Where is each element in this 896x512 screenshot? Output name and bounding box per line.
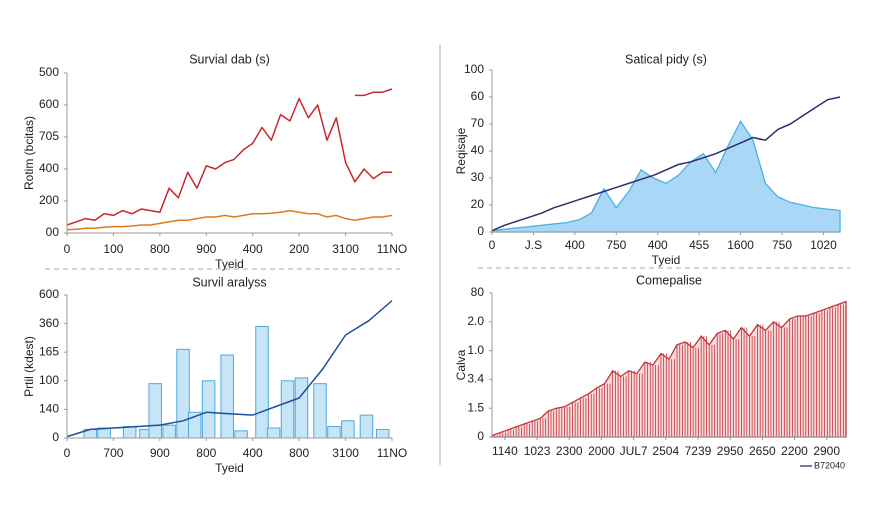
x-tick-label: 11NO [377,446,407,460]
x-tick-label: 200 [289,242,309,256]
x-tick-label: 0 [64,242,71,256]
x-tick-label: 11NO [377,242,407,256]
y-tick-label: 80 [471,285,485,299]
x-tick-label: 1023 [524,444,551,458]
line [66,97,392,226]
y-axis-label: Reqisaje [454,127,468,174]
y-tick-label: 100 [39,373,59,387]
y-tick-label: 0 [477,224,484,238]
x-axis-label: Tyeid [215,257,244,271]
y-tick-label: 1.0 [467,343,484,357]
y-tick-label: 600 [39,287,59,301]
x-tick-label: J.S [525,238,542,252]
bar [294,377,309,439]
x-tick-label: 2650 [749,444,776,458]
area [491,120,841,233]
chart-title: Survial dab (s) [189,52,270,66]
x-tick-label: 2504 [652,444,679,458]
bar [359,414,374,439]
y-tick-label: 20 [471,197,485,211]
x-tick-label: 800 [150,242,170,256]
bar [176,348,190,439]
chart-title: Comepalise [636,273,702,287]
bar [313,383,327,439]
x-tick-label: 2900 [813,444,840,458]
x-tick-label: 750 [772,238,792,252]
y-tick-label: 705 [39,129,59,143]
x-tick-label: 1020 [810,238,837,252]
x-tick-label: 800 [196,446,216,460]
x-tick-label: 900 [196,242,216,256]
bar [220,354,234,439]
x-tick-label: 2200 [781,444,808,458]
y-axis-label: Prtil (kdest) [22,336,36,397]
x-tick-label: 1140 [492,444,518,458]
x-tick-label: 700 [103,446,123,460]
y-tick-label: 40 [471,143,485,157]
y-tick-label: 70 [471,116,485,130]
bar [375,428,390,439]
x-tick-label: 800 [289,446,309,460]
y-tick-label: 200 [39,193,59,207]
x-axis-label: Tyeid [652,253,681,267]
x-tick-label: 400 [565,238,585,252]
x-tick-label: 400 [648,238,668,252]
bar [162,424,176,439]
y-tick-label: 500 [39,65,59,79]
x-tick-label: 2000 [588,444,615,458]
bar [266,427,281,439]
y-tick-label: 30 [471,170,485,184]
bar [201,380,216,439]
x-tick-label: 7239 [685,444,712,458]
y-tick-label: 0 [52,430,59,444]
chart-title: Survil aralyss [192,275,266,289]
y-tick-label: 00 [46,225,60,239]
x-tick-label: JUL7 [620,444,648,458]
y-tick-label: 2.0 [467,314,484,328]
bar [280,380,295,439]
x-tick-label: 750 [606,238,626,252]
x-tick-label: 900 [150,446,170,460]
x-axis-label: Tyeid [215,461,244,475]
x-tick-label: 400 [243,242,263,256]
y-tick-label: 165 [39,344,59,358]
y-tick-label: 600 [39,97,59,111]
y-tick-label: 3.4 [467,372,484,386]
x-tick-label: 0 [489,238,496,252]
y-tick-label: 400 [39,161,59,175]
y-tick-label: 0 [477,429,484,443]
y-axis-label: Rotim (bcitas) [22,116,36,190]
bar [234,430,248,439]
line [491,96,841,232]
line [66,300,393,438]
y-tick-label: 100 [464,62,484,76]
x-tick-label: 3100 [332,446,359,460]
x-tick-label: 2300 [556,444,583,458]
x-tick-label: 400 [243,446,263,460]
chart-title: Satical pidy (s) [625,52,707,66]
legend-label: B72040 [814,460,845,470]
x-tick-label: 100 [103,242,123,256]
x-tick-label: 1600 [727,238,754,252]
y-tick-label: 360 [39,316,59,330]
y-axis-label: Calva [454,349,468,380]
x-tick-label: 455 [689,238,709,252]
line [66,209,393,231]
x-tick-label: 0 [64,446,71,460]
y-tick-label: 1.5 [467,400,484,414]
bar [255,325,269,439]
bar [327,426,341,439]
bar [122,426,137,439]
bar [341,420,355,439]
line [354,88,393,97]
y-tick-label: 140 [39,402,59,416]
x-tick-label: 3100 [332,242,359,256]
y-tick-label: 60 [471,89,485,103]
bar [148,383,162,439]
x-tick-label: 2950 [717,444,744,458]
